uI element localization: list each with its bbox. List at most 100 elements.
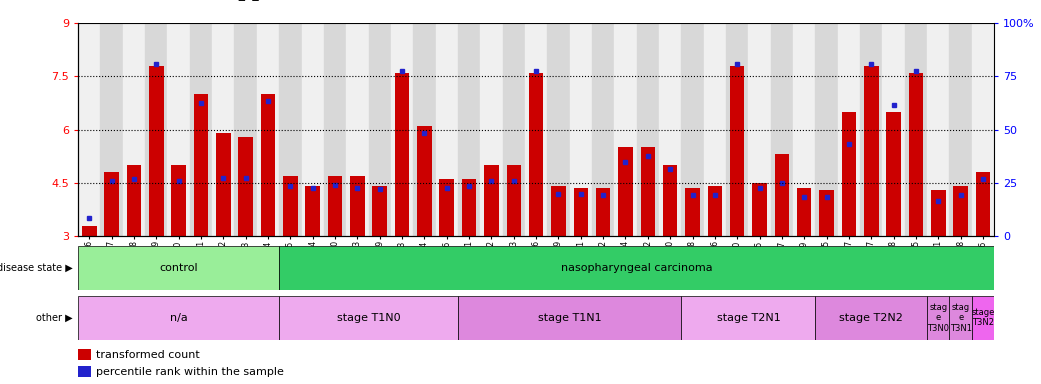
Bar [149, 66, 163, 236]
Bar [279, 23, 302, 236]
Text: stage
T3N2: stage T3N2 [971, 308, 994, 328]
Bar [78, 296, 279, 340]
Bar [574, 188, 588, 236]
Bar [462, 179, 477, 236]
Bar [708, 187, 722, 236]
Bar [569, 23, 592, 236]
Bar [369, 23, 390, 236]
Bar [507, 165, 522, 236]
Bar [928, 23, 949, 236]
Bar [78, 23, 100, 236]
Bar [748, 23, 770, 236]
Bar [100, 23, 123, 236]
Bar [458, 23, 480, 236]
Bar [972, 296, 994, 340]
Bar [753, 183, 767, 236]
Text: control: control [159, 263, 198, 273]
Bar [797, 188, 812, 236]
Bar [704, 23, 726, 236]
Bar [347, 23, 369, 236]
Text: transformed count: transformed count [96, 349, 200, 359]
Bar [819, 190, 834, 236]
Bar [551, 187, 565, 236]
Bar [168, 23, 189, 236]
Bar [305, 187, 320, 236]
Bar [815, 296, 928, 340]
Bar [395, 73, 409, 236]
Bar [548, 23, 569, 236]
Bar [104, 172, 119, 236]
Text: n/a: n/a [170, 313, 187, 323]
Bar [480, 23, 503, 236]
Bar [972, 23, 994, 236]
Text: percentile rank within the sample: percentile rank within the sample [96, 367, 283, 377]
Bar [435, 23, 458, 236]
Bar [886, 112, 900, 236]
Bar [189, 23, 212, 236]
Bar [350, 176, 364, 236]
Bar [484, 165, 499, 236]
Bar [525, 23, 548, 236]
Bar [905, 23, 928, 236]
Bar [328, 176, 342, 236]
Bar [529, 73, 543, 236]
Bar [685, 188, 700, 236]
Bar [172, 165, 186, 236]
Bar [659, 23, 682, 236]
Bar [637, 23, 659, 236]
Bar [928, 296, 949, 340]
Bar [949, 23, 972, 236]
Bar [614, 23, 637, 236]
Bar [909, 73, 923, 236]
Bar [257, 23, 279, 236]
Bar [373, 187, 387, 236]
Bar [815, 23, 838, 236]
Bar [730, 66, 744, 236]
Text: stag
e
T3N1: stag e T3N1 [949, 303, 971, 333]
Text: stage T2N1: stage T2N1 [716, 313, 781, 323]
Text: nasopharyngeal carcinoma: nasopharyngeal carcinoma [561, 263, 712, 273]
Bar [217, 133, 230, 236]
Text: other ▶: other ▶ [36, 313, 73, 323]
Bar [127, 165, 142, 236]
Text: stage T2N2: stage T2N2 [839, 313, 904, 323]
Bar [975, 172, 990, 236]
Bar [503, 23, 525, 236]
Text: stage T1N0: stage T1N0 [336, 313, 401, 323]
Bar [234, 23, 257, 236]
Text: disease state ▶: disease state ▶ [0, 263, 73, 273]
Bar [82, 225, 97, 236]
Bar [194, 94, 208, 236]
Bar [954, 187, 968, 236]
Bar [949, 296, 972, 340]
Bar [682, 23, 704, 236]
Bar [842, 112, 856, 236]
Bar [775, 154, 789, 236]
Bar [417, 126, 432, 236]
Bar [260, 94, 275, 236]
Bar [238, 137, 253, 236]
Bar [726, 23, 748, 236]
Bar [279, 246, 994, 290]
Bar [324, 23, 347, 236]
Bar [78, 366, 91, 377]
Bar [123, 23, 145, 236]
Bar [390, 23, 413, 236]
Bar [78, 349, 91, 360]
Bar [78, 246, 279, 290]
Bar [413, 23, 435, 236]
Bar [640, 147, 655, 236]
Bar [279, 296, 458, 340]
Bar [931, 190, 945, 236]
Bar [595, 188, 610, 236]
Bar [618, 147, 633, 236]
Bar [283, 176, 298, 236]
Bar [793, 23, 815, 236]
Bar [439, 179, 454, 236]
Bar [864, 66, 879, 236]
Bar [770, 23, 793, 236]
Bar [458, 296, 682, 340]
Bar [302, 23, 324, 236]
Bar [860, 23, 883, 236]
Bar [592, 23, 614, 236]
